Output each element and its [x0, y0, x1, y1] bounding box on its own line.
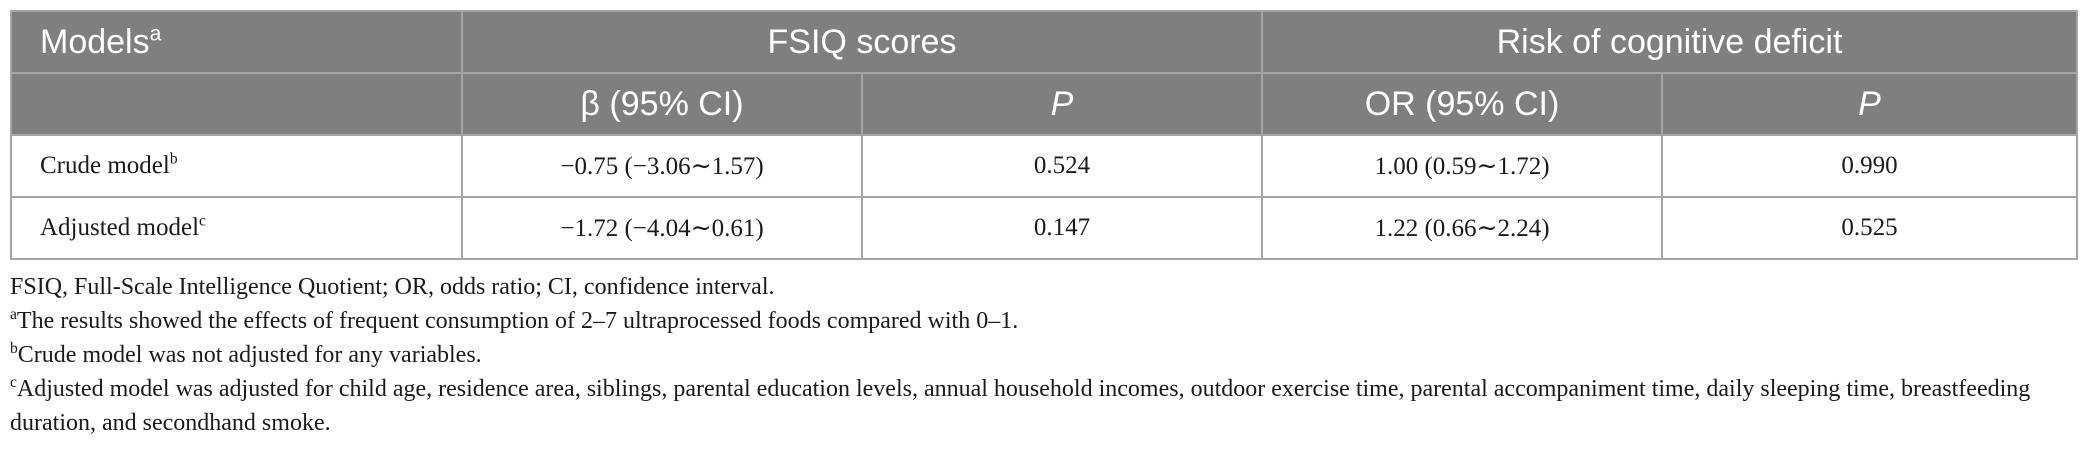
cell-p-fsiq: 0.147	[861, 196, 1263, 260]
cell-or-ci: 1.00 (0.59∼1.72)	[1261, 134, 1663, 198]
footnote-b: bCrude model was not adjusted for any va…	[10, 338, 2076, 372]
cell-p-risk: 0.990	[1661, 134, 2078, 198]
footnote-marker-c: c	[199, 212, 206, 230]
footnote-b-text: Crude model was not adjusted for any var…	[17, 342, 482, 368]
footnote-marker-b: b	[169, 150, 178, 168]
footnote-c-text: Adjusted model was adjusted for child ag…	[10, 376, 2031, 436]
header-risk-cognitive-deficit: Risk of cognitive deficit	[1261, 10, 2078, 74]
cell-p-risk: 0.525	[1661, 196, 2078, 260]
cell-p-fsiq: 0.524	[861, 134, 1263, 198]
header-fsiq-scores: FSIQ scores	[461, 10, 1263, 74]
header-row-subcolumns: β (95% CI) P OR (95% CI) P	[10, 72, 2078, 136]
footnote-c: cAdjusted model was adjusted for child a…	[10, 372, 2076, 440]
model-label: Crude model	[40, 152, 170, 179]
header-row-groups: Modelsa FSIQ scores Risk of cognitive de…	[10, 10, 2078, 74]
header-p-fsiq: P	[861, 72, 1263, 136]
footnote-abbreviations: FSIQ, Full-Scale Intelligence Quotient; …	[10, 274, 775, 300]
header-models-label: Models	[40, 22, 150, 61]
footnote-c-mark: c	[10, 374, 17, 391]
cell-beta-ci: −0.75 (−3.06∼1.57)	[461, 134, 863, 198]
footnote-b-mark: b	[10, 340, 18, 357]
row-model-name: Adjusted modelc	[10, 196, 463, 260]
footnote-a-text: The results showed the effects of freque…	[16, 308, 1019, 334]
table-row: Crude modelb −0.75 (−3.06∼1.57) 0.524 1.…	[10, 134, 2078, 198]
header-empty-cell	[10, 72, 463, 136]
table-container: Modelsa FSIQ scores Risk of cognitive de…	[10, 10, 2078, 440]
results-table: Modelsa FSIQ scores Risk of cognitive de…	[10, 10, 2078, 260]
footnote-a-mark: a	[10, 306, 17, 323]
table-row: Adjusted modelc −1.72 (−4.04∼0.61) 0.147…	[10, 196, 2078, 260]
cell-beta-ci: −1.72 (−4.04∼0.61)	[461, 196, 863, 260]
table-footnotes: FSIQ, Full-Scale Intelligence Quotient; …	[10, 270, 2076, 440]
model-label: Adjusted model	[40, 214, 200, 241]
footnote-marker-a: a	[149, 22, 162, 46]
header-beta-ci: β (95% CI)	[461, 72, 863, 136]
cell-or-ci: 1.22 (0.66∼2.24)	[1261, 196, 1663, 260]
footnote-a: aThe results showed the effects of frequ…	[10, 304, 2076, 338]
header-p-risk: P	[1661, 72, 2078, 136]
header-models: Modelsa	[10, 10, 463, 74]
row-model-name: Crude modelb	[10, 134, 463, 198]
header-or-ci: OR (95% CI)	[1261, 72, 1663, 136]
